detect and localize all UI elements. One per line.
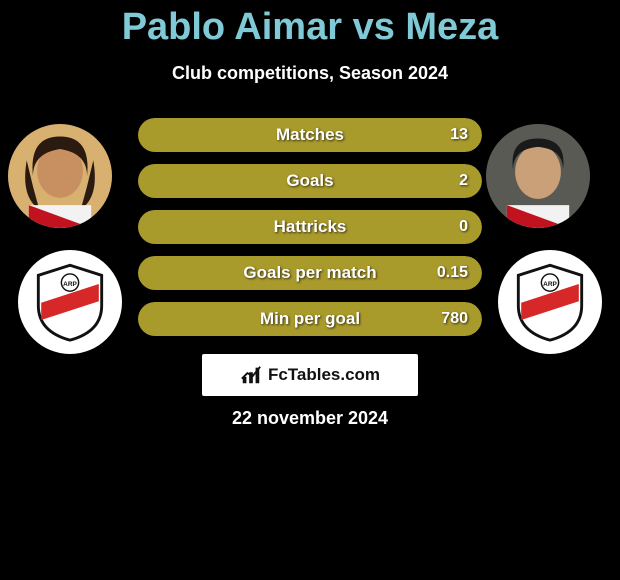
comparison-card: Pablo Aimar vs Meza Club competitions, S… [0, 0, 620, 580]
crest-right-svg: ARP [514, 261, 586, 343]
page-title: Pablo Aimar vs Meza [0, 0, 620, 49]
bar-label: Goals per match [138, 256, 482, 290]
player-right-avatar [486, 124, 590, 228]
avatar-right-svg [486, 124, 590, 228]
bar-label: Matches [138, 118, 482, 152]
bar-label: Goals [138, 164, 482, 198]
stat-bar: Goals2 [138, 164, 482, 198]
stat-bar: Hattricks0 [138, 210, 482, 244]
date-label: 22 november 2024 [0, 408, 620, 429]
stat-bar: Goals per match0.15 [138, 256, 482, 290]
bar-value-right: 780 [441, 302, 468, 336]
chart-icon [240, 364, 262, 386]
bar-value-right: 0.15 [437, 256, 468, 290]
svg-text:ARP: ARP [63, 281, 77, 288]
avatar-left-svg [8, 124, 112, 228]
stat-bars: Matches13 Goals2 Hattricks0 Goals per match… [138, 118, 482, 348]
club-right-crest: ARP [498, 250, 602, 354]
club-left-crest: ARP [18, 250, 122, 354]
svg-text:ARP: ARP [543, 281, 557, 288]
bar-value-right: 13 [450, 118, 468, 152]
crest-left-svg: ARP [34, 261, 106, 343]
bar-value-right: 2 [459, 164, 468, 198]
subtitle: Club competitions, Season 2024 [0, 63, 620, 84]
stat-bar: Matches13 [138, 118, 482, 152]
bar-label: Hattricks [138, 210, 482, 244]
bar-value-right: 0 [459, 210, 468, 244]
watermark: FcTables.com [202, 354, 418, 396]
stat-bar: Min per goal780 [138, 302, 482, 336]
watermark-text: FcTables.com [268, 365, 380, 385]
player-left-avatar [8, 124, 112, 228]
bar-label: Min per goal [138, 302, 482, 336]
